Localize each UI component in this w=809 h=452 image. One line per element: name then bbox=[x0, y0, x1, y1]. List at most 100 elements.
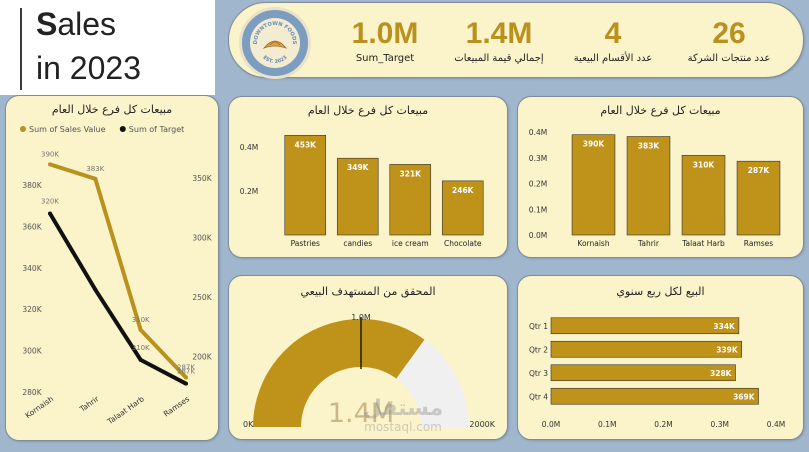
branch-line-chart-title: مبيعات كل فرع خلال العام bbox=[51, 103, 173, 116]
x-tick-label: Tahrir bbox=[77, 394, 101, 414]
kpi-products: 26 عدد منتجات الشركة bbox=[679, 17, 779, 64]
kpi-target: 1.0M Sum_Target bbox=[335, 17, 435, 64]
kpi-total-sales: 1.4M إجمالي قيمة المبيعات bbox=[443, 17, 555, 64]
report-title-block: Sales in 2023 bbox=[0, 0, 215, 95]
y-tick-label: 0.4M bbox=[529, 128, 547, 137]
y-right-tick-label: 250K bbox=[192, 293, 212, 302]
series-line-1 bbox=[48, 212, 187, 386]
series-point-1 bbox=[93, 287, 98, 292]
kpi-products-value: 26 bbox=[712, 17, 746, 50]
bar bbox=[550, 387, 759, 405]
kpi-strip: DOWNTOWN FOODS EST. 2023 1.0M Sum_Target… bbox=[228, 2, 804, 79]
bar bbox=[389, 164, 432, 236]
bar-data-label: 334K bbox=[713, 322, 736, 331]
bar bbox=[441, 180, 484, 236]
bar-data-label: 390K bbox=[583, 140, 606, 149]
title-initial: S bbox=[36, 6, 58, 42]
y-left-tick-label: 380K bbox=[22, 181, 42, 190]
kpi-total-sales-label: إجمالي قيمة المبيعات bbox=[454, 53, 544, 64]
y-right-tick-label: 300K bbox=[192, 233, 212, 242]
bar bbox=[550, 364, 736, 382]
branch-bar-chart-card: مبيعات كل فرع خلال العام 0.0M 0.1M 0.2M 0.3… bbox=[517, 96, 804, 258]
legend-label-0: Sum of Sales Value bbox=[29, 125, 106, 134]
series-point-0 bbox=[184, 375, 188, 380]
kpi-total-sales-value: 1.4M bbox=[465, 17, 533, 50]
logo-text-bottom: EST. 2023 bbox=[261, 54, 288, 65]
bar bbox=[736, 160, 781, 236]
x-tick-label: Pastries bbox=[291, 239, 320, 248]
gauge-max-label: 2000K bbox=[469, 420, 495, 429]
data-label-1: 287K bbox=[177, 368, 195, 376]
bar bbox=[571, 134, 616, 236]
x-tick-label: Ramses bbox=[744, 239, 773, 248]
data-label-0: 383K bbox=[86, 165, 104, 173]
bar-data-label: 383K bbox=[638, 142, 661, 151]
x-tick-label: Tahrir bbox=[637, 239, 660, 248]
x-tick-label: Kornaish bbox=[24, 394, 56, 420]
kpi-departments-value: 4 bbox=[604, 17, 622, 50]
croissant-icon: DOWNTOWN FOODS EST. 2023 bbox=[253, 21, 297, 65]
branch-line-chart-card: مبيعات كل فرع خلال العام Sum of Sales Va… bbox=[5, 95, 219, 441]
x-tick-label: Talaat Harb bbox=[105, 394, 146, 427]
gauge-fill bbox=[253, 319, 425, 427]
gauge-min-label: 0K bbox=[243, 420, 254, 429]
branch-line-chart: Sum of Sales Value Sum of Target 280K 300K… bbox=[20, 125, 213, 427]
legend-label-1: Sum of Target bbox=[129, 125, 185, 134]
quarterly-bar-chart-title: البيع لكل ربع سنوي bbox=[616, 285, 705, 298]
series-point-1 bbox=[48, 211, 52, 216]
bar-data-label: 321K bbox=[400, 169, 423, 178]
y-right-tick-label: 350K bbox=[192, 174, 212, 183]
legend-marker-1 bbox=[119, 126, 126, 132]
bar-data-label: 453K bbox=[295, 140, 318, 149]
title-rest: ales bbox=[57, 6, 117, 42]
series-point-0 bbox=[93, 176, 98, 181]
bar bbox=[550, 317, 740, 335]
target-gauge-card: المحقق من المستهدف البيعي 1.0M 0K 2000K 1.4… bbox=[228, 275, 508, 440]
bar-data-label: 349K bbox=[347, 163, 370, 172]
bar bbox=[284, 135, 327, 236]
kpi-departments: 4 عدد الأقسام البيعية bbox=[565, 17, 661, 64]
y-left-tick-label: 280K bbox=[22, 388, 42, 397]
products-bar-chart-card: مبيعات كل فرع خلال العام 0.2M 0.4M 453K Pas… bbox=[228, 96, 508, 258]
x-tick-label: 0.2M bbox=[654, 420, 672, 429]
x-tick-label: Talaat Harb bbox=[681, 239, 725, 248]
x-tick-label: 0.0M bbox=[542, 420, 560, 429]
x-tick-label: 0.4M bbox=[767, 420, 785, 429]
gauge-track bbox=[396, 339, 469, 427]
bar-data-label: 339K bbox=[716, 345, 739, 354]
svg-text:EST. 2023: EST. 2023 bbox=[261, 54, 288, 65]
target-gauge: 1.0M 0K 2000K 1.4M bbox=[243, 313, 496, 429]
data-label-0: 310K bbox=[132, 316, 150, 324]
x-tick-label: candies bbox=[343, 239, 372, 248]
x-tick-label: ice cream bbox=[392, 239, 429, 248]
x-tick-label: Ramses bbox=[162, 394, 191, 418]
x-tick-label: 0.1M bbox=[598, 420, 616, 429]
bar bbox=[681, 154, 726, 236]
y-left-tick-label: 320K bbox=[22, 305, 42, 314]
legend-marker-0 bbox=[20, 126, 26, 132]
y-left-tick-label: 360K bbox=[22, 222, 42, 231]
products-bar-chart: 0.2M 0.4M 453K Pastries 349K candies 321K ice c… bbox=[240, 135, 484, 248]
bar-data-label: 287K bbox=[748, 166, 771, 175]
y-tick-label: Qtr 3 bbox=[529, 369, 548, 378]
y-right-tick-label: 200K bbox=[192, 352, 212, 361]
x-tick-label: 0.3M bbox=[711, 420, 729, 429]
brand-logo: DOWNTOWN FOODS EST. 2023 bbox=[239, 7, 311, 79]
series-point-0 bbox=[138, 327, 143, 332]
branch-bar-chart-title: مبيعات كل فرع خلال العام bbox=[600, 104, 721, 117]
quarterly-bar-chart-card: البيع لكل ربع سنوي 0.0M 0.1M 0.2M 0.3M 0.4M 3… bbox=[517, 275, 804, 440]
series-point-0 bbox=[48, 162, 52, 167]
bar-data-label: 369K bbox=[733, 392, 756, 401]
bar bbox=[336, 157, 379, 236]
y-tick-label: Qtr 4 bbox=[529, 392, 548, 401]
bar-data-label: 328K bbox=[710, 369, 733, 378]
kpi-target-value: 1.0M bbox=[351, 17, 419, 50]
y-left-tick-label: 300K bbox=[22, 347, 42, 356]
y-tick-label: 0.3M bbox=[529, 154, 547, 163]
products-bar-chart-title: مبيعات كل فرع خلال العام bbox=[307, 104, 429, 117]
series-point-1 bbox=[184, 381, 188, 386]
y-left-tick-label: 340K bbox=[22, 264, 42, 273]
target-gauge-title: المحقق من المستهدف البيعي bbox=[300, 285, 436, 298]
series-line-0 bbox=[49, 162, 188, 379]
y-tick-label: 0.2M bbox=[529, 180, 547, 189]
